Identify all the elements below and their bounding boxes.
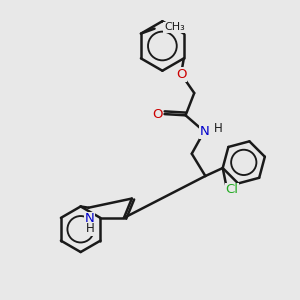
Text: H: H bbox=[85, 222, 94, 235]
Text: H: H bbox=[213, 122, 222, 135]
Text: N: N bbox=[199, 125, 209, 138]
Text: Cl: Cl bbox=[225, 183, 239, 196]
Text: O: O bbox=[176, 68, 187, 81]
Text: N: N bbox=[85, 212, 95, 225]
Text: O: O bbox=[152, 108, 163, 121]
Text: CH₃: CH₃ bbox=[164, 22, 185, 32]
